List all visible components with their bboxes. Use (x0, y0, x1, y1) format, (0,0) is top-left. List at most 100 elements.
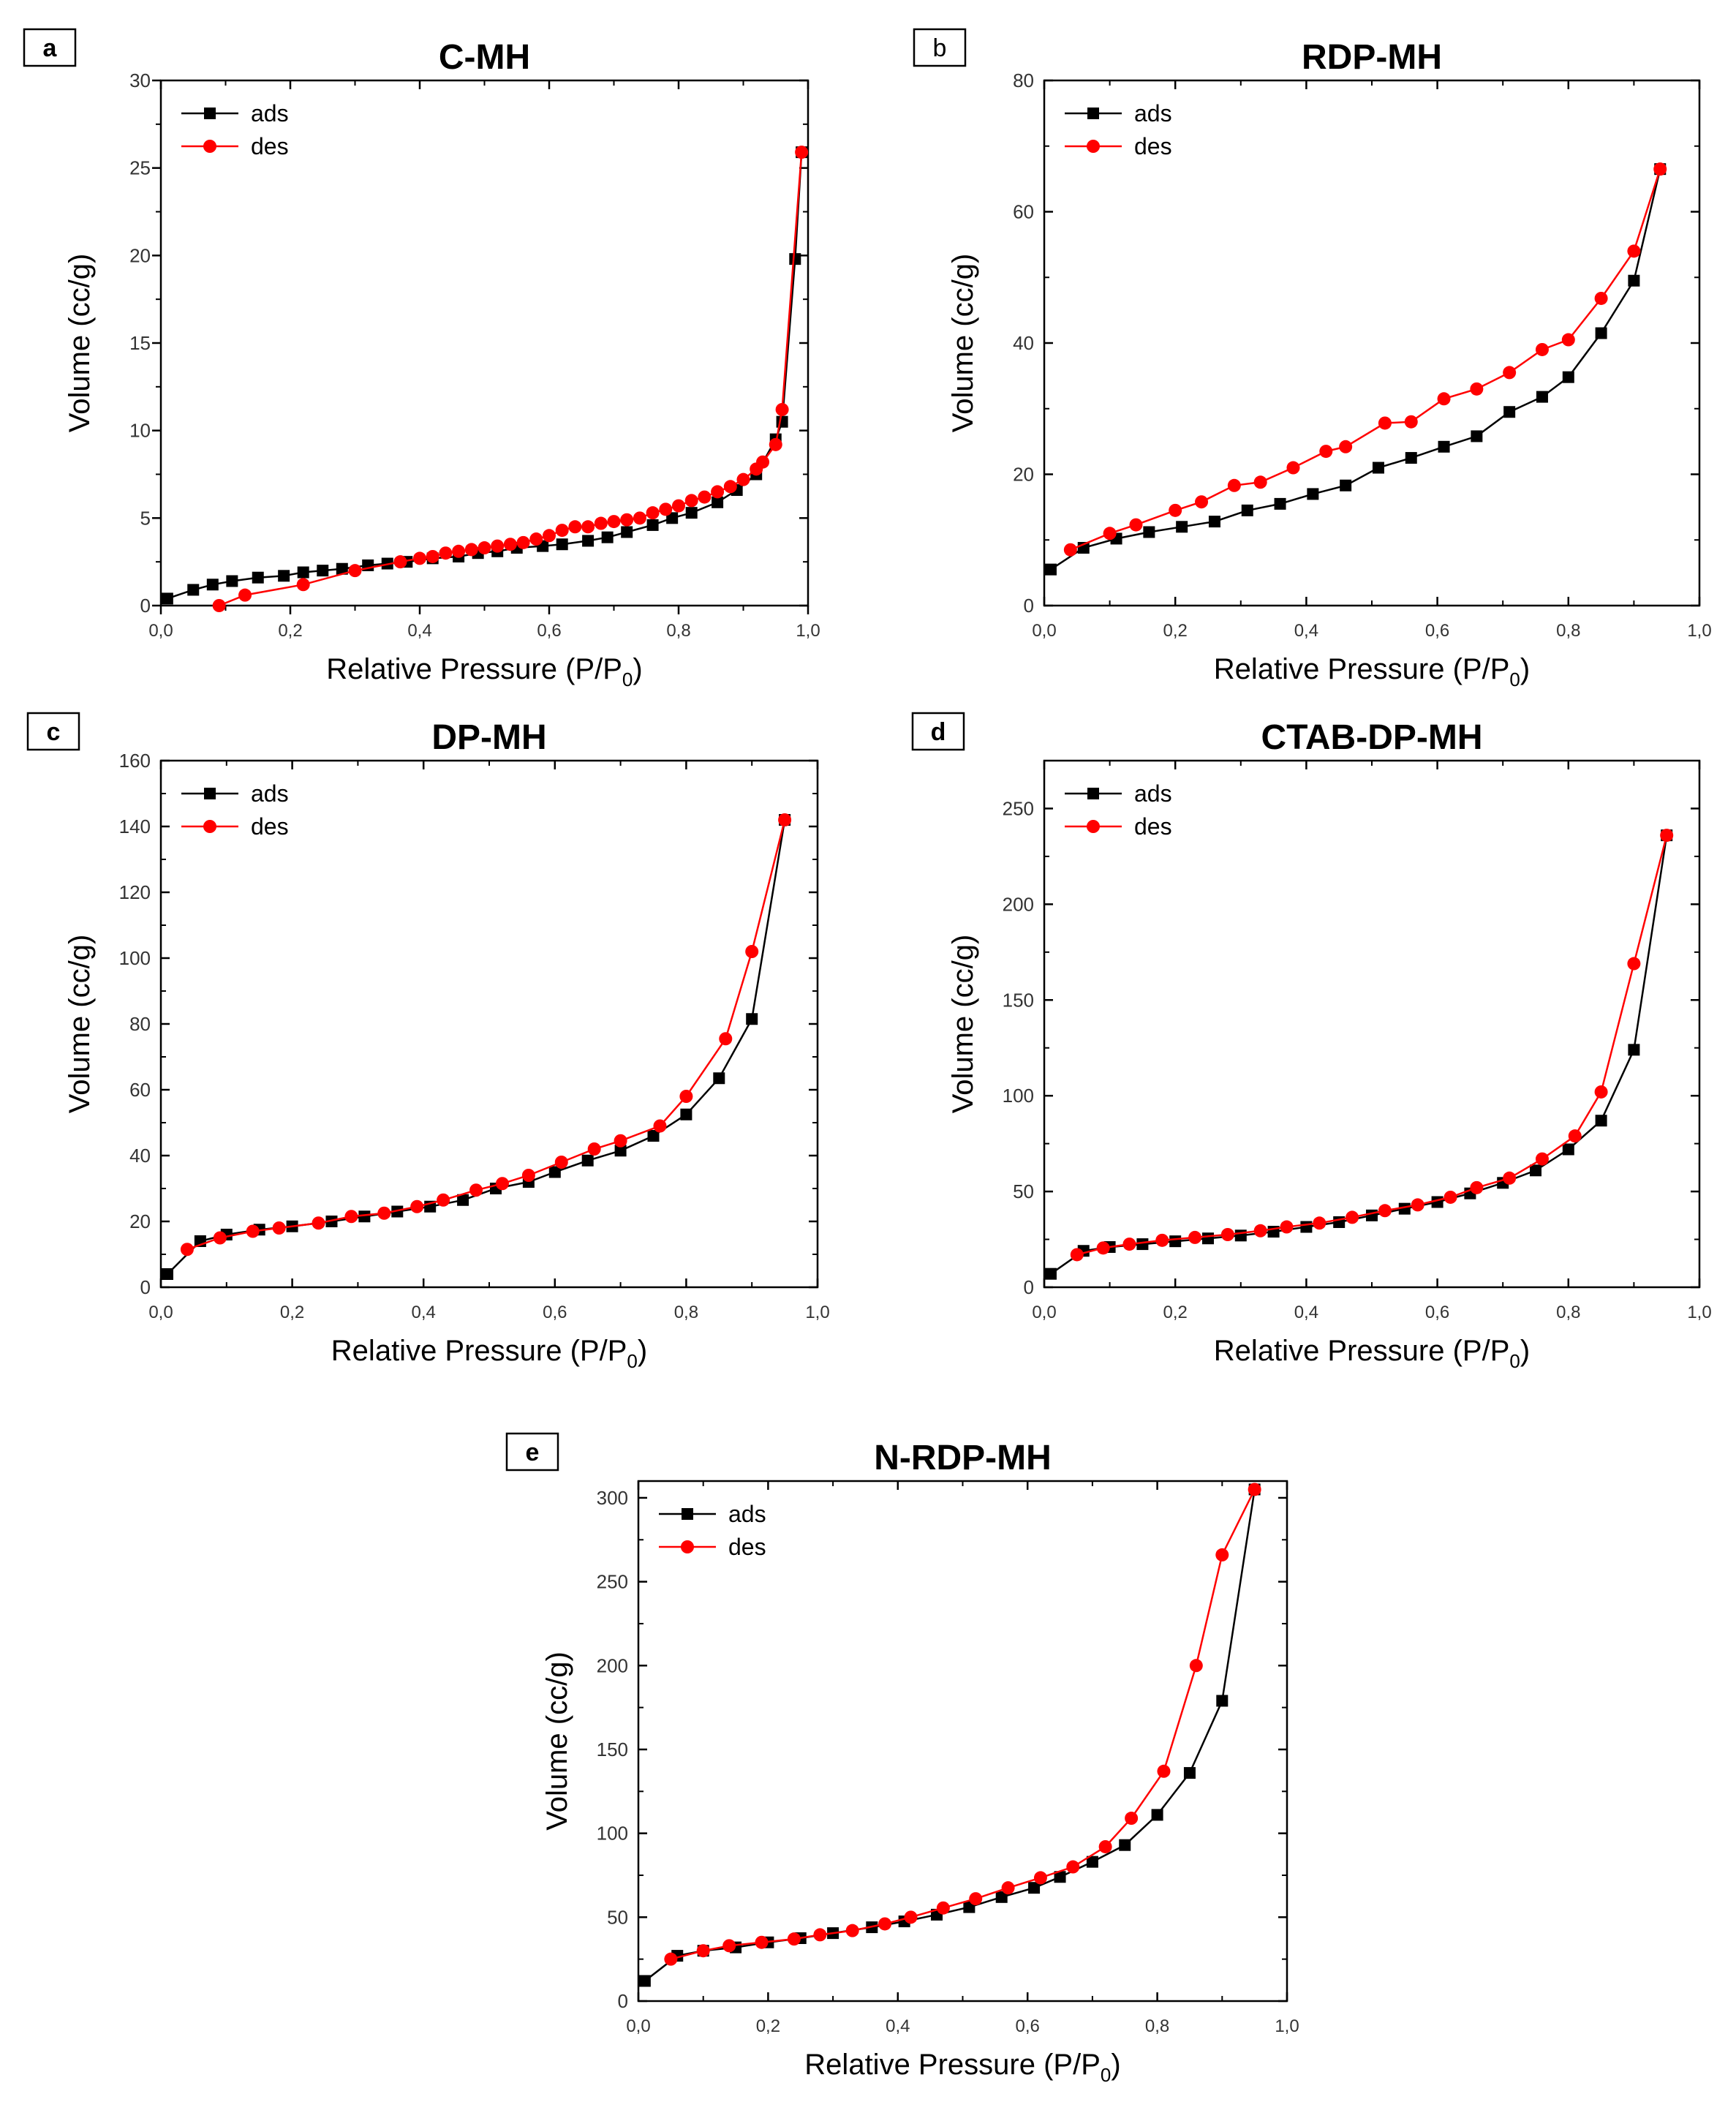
y-axis-label: Volume (cc/g) (947, 935, 979, 1114)
x-tick-label: 0,0 (626, 2016, 650, 2036)
data-point-ads (1044, 563, 1057, 576)
data-point-ads (1628, 274, 1640, 287)
data-point-des (1470, 382, 1484, 396)
data-point-des (348, 564, 362, 578)
y-tick-label: 300 (597, 1487, 628, 1509)
data-point-des (554, 1156, 568, 1169)
panel-label: b (933, 34, 947, 62)
data-point-ads (1216, 1695, 1229, 1707)
panel-label-box (911, 712, 965, 751)
data-point-ads (1241, 504, 1253, 516)
data-point-des (878, 1917, 892, 1931)
data-point-ads (746, 1013, 758, 1025)
data-point-des (1319, 445, 1333, 459)
data-point-des (1653, 162, 1667, 176)
data-point-des (312, 1216, 325, 1230)
data-point-ads (713, 1072, 725, 1085)
data-point-ads (187, 584, 200, 596)
data-point-des (1188, 1230, 1202, 1244)
y-axis-label: Volume (cc/g) (64, 254, 96, 433)
y-tick-label: 200 (1003, 893, 1034, 915)
legend-marker-des (203, 140, 216, 153)
data-point-des (904, 1910, 918, 1924)
data-point-des (1070, 1248, 1084, 1262)
data-point-ads (1536, 391, 1548, 403)
data-point-ads (161, 592, 173, 605)
panel-label-box (26, 712, 80, 751)
series-line-ads (1050, 168, 1661, 570)
data-point-des (1227, 478, 1241, 492)
data-point-des (1129, 518, 1143, 532)
data-point-ads (206, 579, 219, 591)
data-point-ads (391, 1205, 404, 1218)
data-point-ads (1471, 430, 1483, 442)
data-point-ads (1530, 1164, 1541, 1177)
data-point-ads (621, 526, 633, 538)
data-point-des (1122, 1238, 1136, 1251)
data-point-des (795, 146, 809, 159)
data-point-des (437, 1193, 450, 1207)
data-point-des (775, 402, 789, 416)
data-point-des (1125, 1812, 1139, 1826)
data-point-des (1443, 1190, 1457, 1204)
data-point-ads (457, 1194, 469, 1206)
data-point-des (607, 515, 621, 529)
data-point-ads (1562, 371, 1574, 383)
series-des (212, 146, 809, 612)
y-tick-label: 60 (1013, 201, 1034, 223)
data-point-ads (278, 570, 290, 582)
panel-a: a C-MH 0,0 0,2 0,4 0,6 0,8 1,0 0 5 10 15 20 25 30 Relat… (23, 28, 820, 690)
data-point-ads (1562, 1143, 1574, 1156)
y-tick-label: 40 (1013, 332, 1034, 354)
data-point-des (1096, 1241, 1110, 1255)
data-point-des (594, 516, 608, 530)
x-axis-label: Relative Pressure (P/P0) (326, 653, 642, 690)
x-tick-label: 0,8 (674, 1303, 698, 1322)
data-point-des (413, 551, 426, 565)
y-tick-label: 0 (1024, 1276, 1034, 1298)
data-point-des (1253, 475, 1267, 489)
x-tick-label: 1,0 (1275, 2016, 1299, 2036)
y-tick-label: 20 (129, 244, 151, 266)
data-point-ads (1183, 1767, 1196, 1779)
x-tick-label: 1,0 (796, 621, 820, 641)
data-point-ads (680, 1108, 692, 1120)
chart-title: CTAB-DP-MH (1261, 718, 1482, 757)
data-point-ads (1086, 1856, 1098, 1868)
legend-marker-des (681, 1540, 694, 1553)
data-point-des (1253, 1224, 1267, 1238)
data-point-des (1627, 244, 1641, 258)
chart-title: RDP-MH (1302, 38, 1442, 77)
x-tick-label: 0,0 (148, 621, 173, 641)
data-point-des (568, 520, 582, 534)
legend-marker-ads (1087, 788, 1099, 799)
data-point-ads (1405, 452, 1417, 464)
data-point-ads (1208, 516, 1220, 528)
data-point-des (1103, 527, 1117, 540)
panel-label: c (47, 718, 61, 746)
x-tick-label: 0,6 (1425, 1303, 1449, 1322)
data-point-des (813, 1928, 827, 1942)
data-point-ads (581, 1154, 594, 1167)
legend-label-des: des (251, 813, 289, 840)
data-point-des (272, 1221, 286, 1235)
series-line-des (186, 819, 786, 1251)
legend: ads des (1065, 100, 1172, 159)
data-point-ads (1300, 1221, 1313, 1233)
data-point-des (1033, 1871, 1047, 1885)
data-point-ads (582, 535, 595, 547)
x-tick-label: 0,8 (1556, 1303, 1580, 1322)
data-point-des (633, 511, 646, 525)
data-point-des (778, 813, 792, 826)
y-tick-label: 80 (1013, 69, 1034, 91)
y-tick-label: 150 (1003, 989, 1034, 1011)
data-point-des (664, 1952, 678, 1966)
x-tick-label: 0,2 (1163, 1303, 1188, 1322)
data-point-des (1346, 1210, 1359, 1224)
x-tick-label: 0,4 (1294, 1303, 1318, 1322)
chart-title: DP-MH (431, 718, 546, 757)
y-axis-label: Volume (cc/g) (541, 1651, 573, 1831)
x-tick-label: 0,8 (1145, 2016, 1169, 2036)
data-point-ads (712, 496, 724, 508)
